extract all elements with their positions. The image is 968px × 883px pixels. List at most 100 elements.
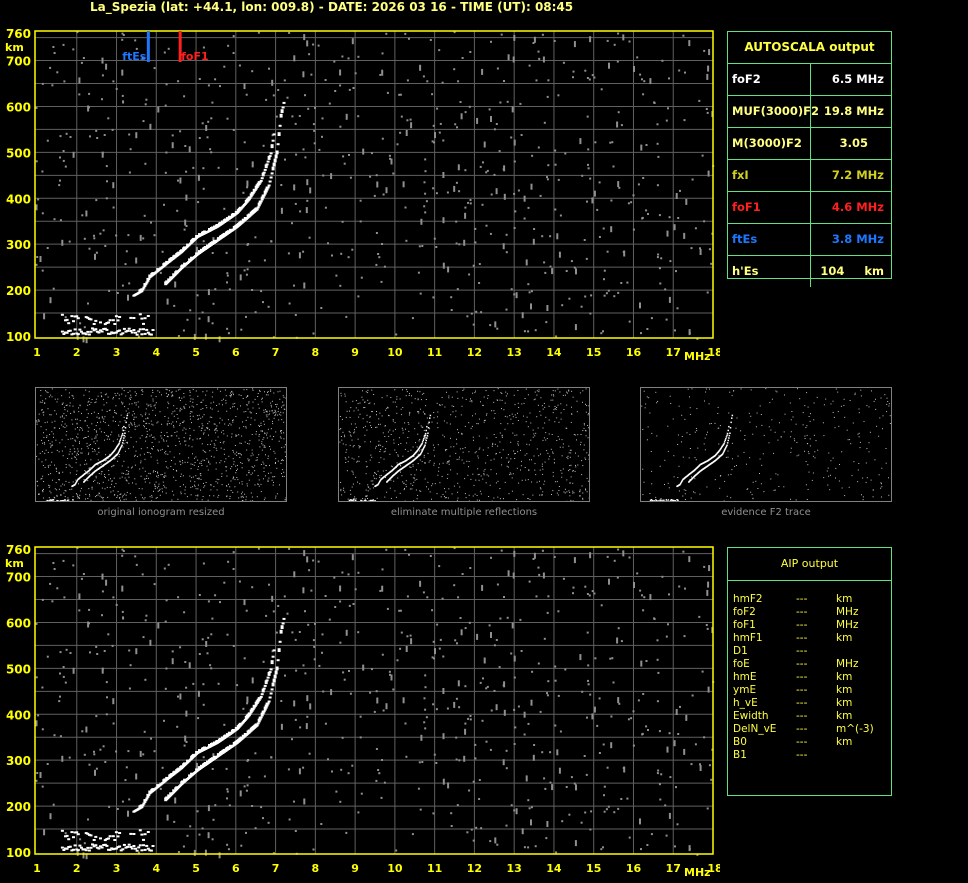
noise-dot <box>569 482 571 484</box>
noise-dot <box>566 479 568 481</box>
noise-dot <box>202 167 205 170</box>
noise-dot <box>580 305 583 308</box>
noise-dot <box>195 488 197 490</box>
noise-dot <box>354 431 356 433</box>
echo-point <box>146 795 150 798</box>
noise-dot <box>342 671 345 674</box>
noise-dot <box>302 71 305 78</box>
noise-dot <box>514 453 516 455</box>
noise-dot <box>150 404 152 406</box>
noise-dot <box>575 466 577 468</box>
noise-dot <box>229 498 231 499</box>
noise-dot <box>211 838 214 841</box>
noise-dot <box>87 818 89 821</box>
echo-point <box>280 109 284 112</box>
noise-dot <box>165 392 167 394</box>
noise-dot <box>526 453 528 455</box>
noise-dot <box>266 411 268 413</box>
noise-dot <box>154 407 156 409</box>
echo-point <box>270 688 274 691</box>
noise-dot <box>64 165 67 168</box>
noise-dot <box>205 451 207 453</box>
echo-point <box>92 845 96 848</box>
noise-dot <box>534 845 537 848</box>
noise-dot <box>258 479 260 481</box>
noise-dot <box>455 452 457 454</box>
noise-dot <box>480 827 483 830</box>
noise-dot <box>270 389 272 391</box>
noise-dot <box>211 252 214 254</box>
noise-dot <box>218 852 221 859</box>
noise-dot <box>570 464 572 466</box>
noise-dot <box>522 494 524 496</box>
noise-dot <box>552 399 554 401</box>
noise-dot <box>317 44 320 47</box>
noise-dot <box>215 428 217 430</box>
noise-dot <box>471 400 473 402</box>
noise-dot <box>284 499 286 501</box>
noise-dot <box>189 412 191 414</box>
noise-dot <box>485 462 487 464</box>
noise-dot <box>596 208 599 211</box>
noise-dot <box>128 476 130 478</box>
noise-dot <box>268 67 270 70</box>
noise-dot <box>85 493 87 495</box>
echo-point <box>68 329 72 332</box>
echo-point <box>245 200 249 203</box>
noise-dot <box>406 595 409 598</box>
noise-dot <box>87 404 89 406</box>
noise-dot <box>458 432 460 434</box>
noise-dot <box>238 394 240 396</box>
noise-dot <box>215 481 217 483</box>
noise-dot <box>207 499 209 501</box>
noise-dot <box>388 435 390 437</box>
noise-dot <box>438 565 441 568</box>
echo-point <box>243 718 247 721</box>
noise-dot <box>351 486 353 488</box>
noise-dot <box>538 573 541 576</box>
noise-dot <box>324 722 327 725</box>
echo-point <box>191 756 195 759</box>
noise-dot <box>275 458 277 460</box>
noise-dot <box>93 411 95 413</box>
echo-point <box>258 202 262 205</box>
noise-dot <box>184 440 185 442</box>
noise-dot <box>442 172 445 178</box>
echo-point <box>273 158 277 161</box>
noise-dot <box>517 443 519 445</box>
noise-dot <box>179 423 181 425</box>
echo-point <box>277 132 281 135</box>
noise-dot <box>108 289 111 292</box>
noise-dot <box>64 409 66 411</box>
noise-dot <box>533 455 535 457</box>
noise-dot <box>384 477 386 478</box>
noise-dot <box>405 484 407 486</box>
noise-dot <box>258 434 260 435</box>
echo-point <box>146 315 150 317</box>
noise-dot <box>366 421 368 423</box>
noise-dot <box>656 772 659 775</box>
noise-dot <box>373 194 376 197</box>
noise-dot <box>546 694 549 697</box>
noise-dot <box>166 298 169 305</box>
noise-dot <box>72 423 74 425</box>
noise-dot <box>88 488 90 490</box>
noise-dot <box>355 476 357 478</box>
noise-dot <box>317 560 320 563</box>
echo-point <box>267 700 271 703</box>
noise-dot <box>214 444 216 446</box>
noise-dot <box>434 648 436 655</box>
noise-dot <box>51 421 53 423</box>
noise-dot <box>582 401 583 403</box>
noise-dot <box>453 406 455 407</box>
noise-dot <box>209 416 211 418</box>
noise-dot <box>542 491 544 493</box>
noise-dot <box>674 845 676 848</box>
noise-dot <box>437 474 439 476</box>
noise-dot <box>405 428 406 430</box>
noise-dot <box>141 573 144 576</box>
noise-dot <box>402 481 404 483</box>
noise-dot <box>188 445 190 447</box>
noise-dot <box>602 846 604 849</box>
echo-point <box>89 834 93 837</box>
